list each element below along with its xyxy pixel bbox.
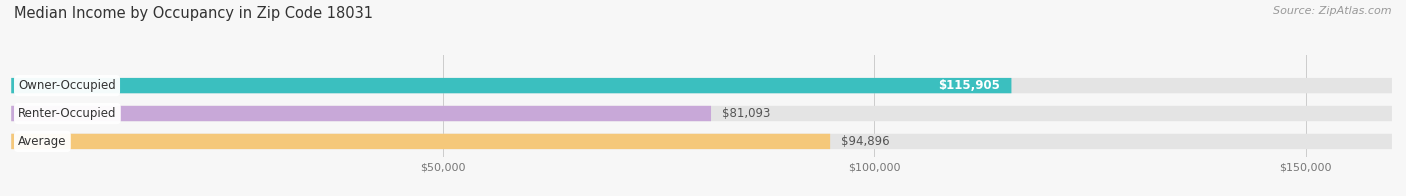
FancyBboxPatch shape (11, 78, 1392, 93)
Text: Average: Average (18, 135, 66, 148)
FancyBboxPatch shape (11, 106, 711, 121)
Text: Renter-Occupied: Renter-Occupied (18, 107, 117, 120)
Text: $94,896: $94,896 (841, 135, 890, 148)
Text: Median Income by Occupancy in Zip Code 18031: Median Income by Occupancy in Zip Code 1… (14, 6, 373, 21)
FancyBboxPatch shape (11, 106, 1392, 121)
FancyBboxPatch shape (11, 78, 1011, 93)
FancyBboxPatch shape (11, 134, 830, 149)
Text: Source: ZipAtlas.com: Source: ZipAtlas.com (1274, 6, 1392, 16)
Text: $115,905: $115,905 (939, 79, 1001, 92)
FancyBboxPatch shape (11, 134, 1392, 149)
Text: Owner-Occupied: Owner-Occupied (18, 79, 115, 92)
Text: $81,093: $81,093 (723, 107, 770, 120)
